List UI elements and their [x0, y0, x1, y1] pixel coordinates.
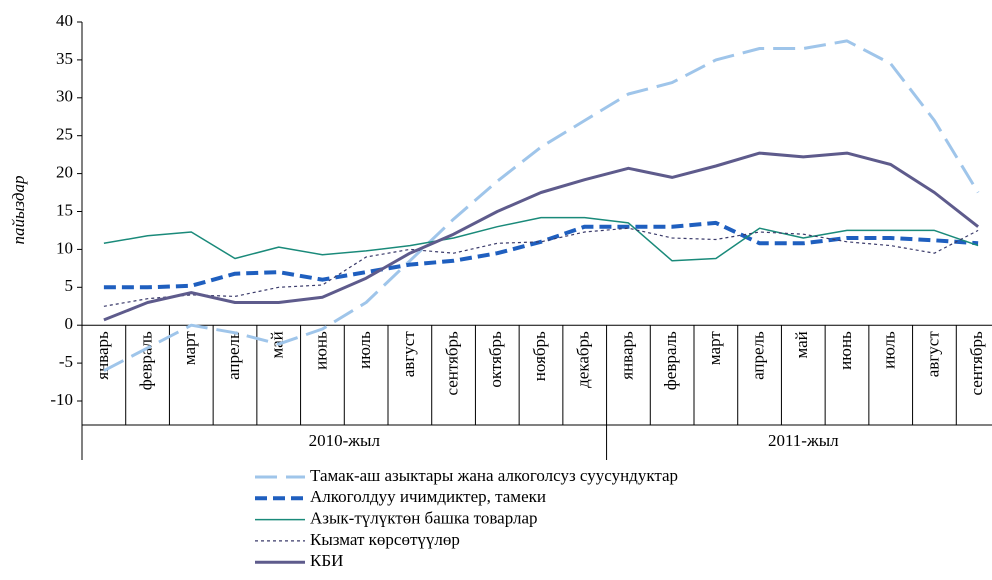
- group-label: 2010-жыл: [309, 431, 381, 450]
- x-tick-label: февраль: [136, 331, 155, 390]
- y-axis-label: пайыздар: [9, 175, 28, 244]
- x-tick-label: июнь: [311, 331, 330, 370]
- x-tick-label: январь: [617, 331, 636, 380]
- x-tick-label: ноябрь: [530, 331, 549, 381]
- legend-label: Азык-түлүктөн башка товарлар: [310, 509, 538, 528]
- y-tick-label: 5: [65, 276, 74, 295]
- series-line: [103, 151, 980, 322]
- x-tick-label: июнь: [836, 331, 855, 370]
- y-tick-label: 30: [56, 87, 73, 106]
- y-tick-label: 15: [56, 200, 73, 219]
- x-tick-label: апрель: [224, 331, 243, 380]
- x-tick-label: июль: [355, 331, 374, 369]
- y-tick-label: 20: [56, 163, 73, 182]
- x-tick-label: август: [923, 331, 942, 378]
- x-tick-label: март: [180, 331, 199, 365]
- y-tick-label: 35: [56, 49, 73, 68]
- y-tick-label: 0: [65, 314, 74, 333]
- legend-label: Тамак-аш азыктары жана алкоголсуз суусун…: [310, 466, 678, 485]
- x-tick-label: декабрь: [574, 331, 593, 388]
- series-line: [103, 39, 980, 373]
- x-tick-label: октябрь: [486, 331, 505, 388]
- legend-label: Алкоголдуу ичимдиктер, тамеки: [310, 487, 546, 506]
- x-tick-label: июль: [880, 331, 899, 369]
- y-tick-label: 25: [56, 125, 73, 144]
- series-line: [103, 216, 979, 262]
- legend-label: КБИ: [310, 551, 343, 570]
- legend-label: Кызмат көрсөтүүлөр: [310, 530, 460, 549]
- y-tick-label: 10: [56, 238, 73, 257]
- x-tick-label: август: [399, 331, 418, 378]
- x-tick-label: сентябрь: [967, 331, 986, 396]
- x-tick-label: апрель: [748, 331, 767, 380]
- x-tick-label: март: [705, 331, 724, 365]
- x-tick-label: сентябрь: [442, 331, 461, 396]
- group-label: 2011-жыл: [768, 431, 839, 450]
- series-line: [103, 227, 979, 307]
- y-tick-label: 40: [56, 11, 73, 30]
- series-line: [103, 220, 979, 290]
- x-tick-label: май: [792, 331, 811, 358]
- y-tick-label: -5: [59, 352, 73, 371]
- y-tick-label: -10: [50, 390, 73, 409]
- x-tick-label: январь: [93, 331, 112, 380]
- x-tick-label: февраль: [661, 331, 680, 390]
